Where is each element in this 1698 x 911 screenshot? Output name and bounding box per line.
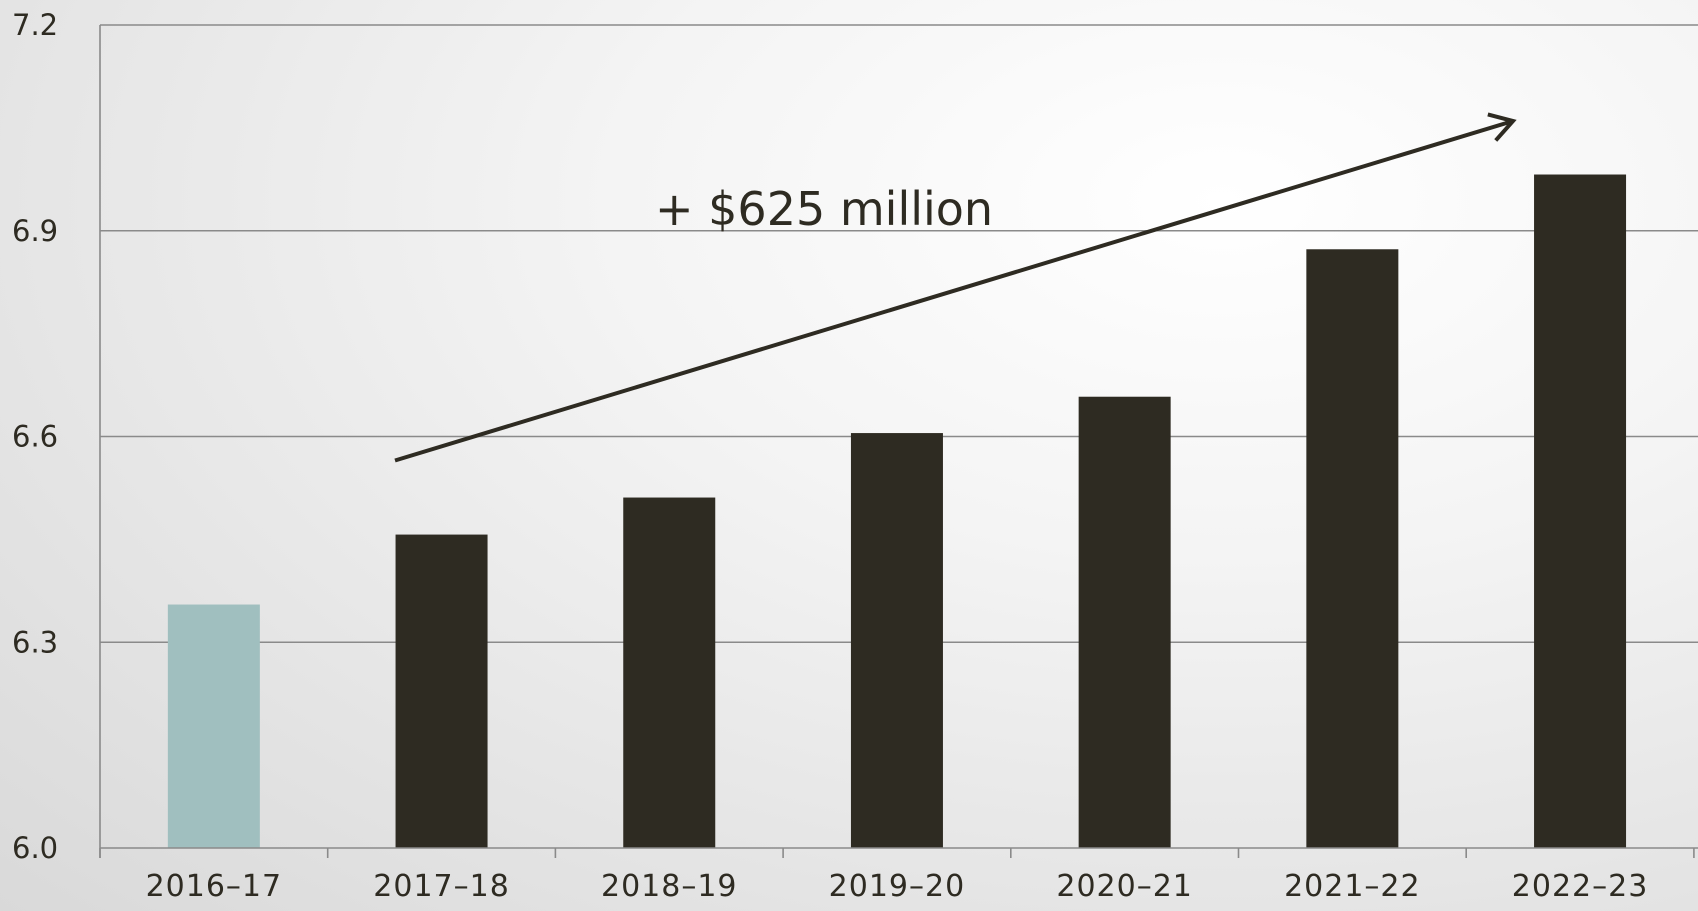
bar xyxy=(1306,249,1399,848)
trend-arrow-icon xyxy=(394,112,1517,463)
annotation-label: + $625 million xyxy=(655,182,993,236)
bar xyxy=(1078,396,1171,848)
bar xyxy=(623,497,716,848)
trend-annotation: + $625 million xyxy=(394,112,1517,463)
x-tick-label: 2019–20 xyxy=(829,869,966,904)
x-tick-label: 2022–23 xyxy=(1512,869,1649,904)
x-tick-label: 2021–22 xyxy=(1284,869,1421,904)
bar xyxy=(395,534,488,848)
x-tick-label: 2017–18 xyxy=(373,869,510,904)
bar xyxy=(167,604,260,848)
bar xyxy=(1534,174,1627,849)
y-tick-label: 7.2 xyxy=(12,8,58,42)
y-tick-label: 6.9 xyxy=(12,214,58,248)
axes: 6.0 6.3 6.6 6.9 7.2 2016–17 2017–18 2018–19 2019… xyxy=(12,8,1698,904)
y-tick-label: 6.0 xyxy=(12,831,58,865)
x-tick-label: 2020–21 xyxy=(1056,869,1193,904)
y-tick-label: 6.6 xyxy=(12,420,58,454)
bars xyxy=(167,174,1627,849)
x-tick-label: 2018–19 xyxy=(601,869,738,904)
x-tick-label: 2016–17 xyxy=(146,869,283,904)
y-tick-label: 6.3 xyxy=(12,625,58,659)
bar xyxy=(850,433,943,848)
